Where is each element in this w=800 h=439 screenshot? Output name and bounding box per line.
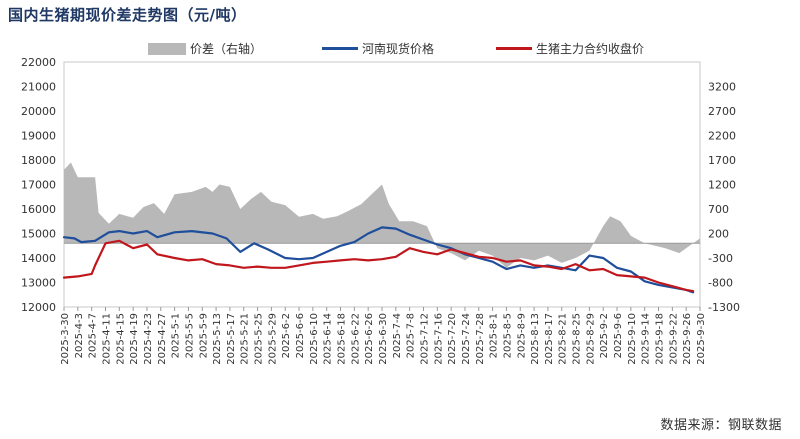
x-tick-label: 2025-9-26 xyxy=(682,313,693,365)
legend-label-futures: 生猪主力合约收盘价 xyxy=(536,42,645,56)
y-right-tick-label: -1300 xyxy=(708,301,740,314)
y-right-tick-label: 1700 xyxy=(708,154,736,167)
x-tick-label: 2025-6-2 xyxy=(281,313,292,358)
y-left-tick-label: 13000 xyxy=(21,277,56,290)
y-right-tick-label: 3200 xyxy=(708,81,736,94)
chart-title: 国内生猪期现价差走势图（元/吨） xyxy=(8,6,247,24)
x-tick-label: 2025-6-14 xyxy=(323,313,334,365)
x-tick-label: 2025-8-5 xyxy=(502,313,513,358)
legend-swatch-spread xyxy=(148,42,186,55)
x-tick-label: 2025-4-27 xyxy=(157,313,168,365)
x-tick-label: 2025-4-7 xyxy=(88,313,99,358)
x-tick-label: 2025-5-25 xyxy=(254,313,265,365)
y-left-tick-label: 21000 xyxy=(21,81,56,94)
spread-area xyxy=(64,162,700,268)
y-right-tick-label: 1200 xyxy=(708,179,736,192)
x-tick-label: 2025-9-14 xyxy=(641,313,652,365)
x-tick-label: 2025-3-30 xyxy=(60,313,71,365)
x-tick-label: 2025-6-10 xyxy=(309,313,320,365)
legend-item-futures: 生猪主力合约收盘价 xyxy=(496,40,644,57)
x-tick-label: 2025-5-17 xyxy=(226,313,237,365)
x-tick-label: 2025-5-13 xyxy=(212,313,223,365)
x-tick-label: 2025-7-8 xyxy=(406,313,417,358)
x-tick-label: 2025-8-25 xyxy=(572,313,583,365)
x-tick-label: 2025-4-23 xyxy=(143,313,154,365)
x-tick-label: 2025-8-9 xyxy=(516,313,527,358)
y-left-tick-label: 14000 xyxy=(21,252,56,265)
x-tick-label: 2025-4-15 xyxy=(115,313,126,365)
x-tick-label: 2025-5-5 xyxy=(184,313,195,358)
x-tick-label: 2025-9-30 xyxy=(696,313,707,365)
x-tick-label: 2025-5-9 xyxy=(198,313,209,358)
y-right-tick-label: 2700 xyxy=(708,105,736,118)
futures-line xyxy=(62,239,695,293)
x-tick-label: 2025-6-22 xyxy=(350,313,361,365)
x-tick-label: 2025-8-21 xyxy=(558,313,569,365)
x-tick-label: 2025-6-18 xyxy=(337,313,348,365)
y-right-tick-label: 2200 xyxy=(708,130,736,143)
legend-label-spot: 河南现货价格 xyxy=(362,42,435,56)
y-right-tick-label: -800 xyxy=(708,277,733,290)
x-tick-label: 2025-9-18 xyxy=(655,313,666,365)
x-tick-label: 2025-7-20 xyxy=(447,313,458,365)
x-tick-label: 2025-9-10 xyxy=(627,313,638,365)
x-tick-label: 2025-4-3 xyxy=(74,313,85,358)
x-tick-label: 2025-8-29 xyxy=(585,313,596,365)
x-tick-label: 2025-8-1 xyxy=(489,313,500,358)
x-tick-label: 2025-6-26 xyxy=(364,313,375,365)
x-tick-label: 2025-4-19 xyxy=(129,313,140,365)
y-left-tick-label: 19000 xyxy=(21,130,56,143)
y-right-tick-label: -300 xyxy=(708,252,733,265)
y-right-tick-label: 700 xyxy=(708,203,729,216)
legend-swatch-spot xyxy=(322,47,358,50)
data-source-note: 数据来源：钢联数据 xyxy=(660,418,782,433)
y-right-tick-label: 200 xyxy=(708,228,729,241)
legend-item-spot: 河南现货价格 xyxy=(322,40,434,57)
x-tick-label: 2025-5-1 xyxy=(171,313,182,358)
x-tick-label: 2025-7-24 xyxy=(461,313,472,365)
y-left-tick-label: 18000 xyxy=(21,154,56,167)
x-tick-label: 2025-4-11 xyxy=(101,313,112,365)
y-left-tick-label: 20000 xyxy=(21,105,56,118)
y-left-tick-label: 12000 xyxy=(21,301,56,314)
x-tick-label: 2025-7-16 xyxy=(433,313,444,365)
legend: 价差（右轴） 河南现货价格 生猪主力合约收盘价 xyxy=(148,40,800,56)
x-tick-label: 2025-5-29 xyxy=(267,313,278,365)
x-tick-label: 2025-9-2 xyxy=(599,313,610,358)
x-tick-label: 2025-9-22 xyxy=(668,313,679,365)
legend-item-spread: 价差（右轴） xyxy=(148,40,262,57)
spot-line xyxy=(62,226,695,294)
x-tick-label: 2025-6-6 xyxy=(295,313,306,358)
legend-swatch-futures xyxy=(496,47,532,50)
x-tick-label: 2025-7-12 xyxy=(419,313,430,365)
x-tick-label: 2025-6-30 xyxy=(378,313,389,365)
y-left-tick-label: 15000 xyxy=(21,228,56,241)
x-tick-label: 2025-7-4 xyxy=(392,313,403,358)
x-tick-label: 2025-8-17 xyxy=(544,313,555,365)
y-left-tick-label: 17000 xyxy=(21,179,56,192)
x-tick-label: 2025-5-21 xyxy=(240,313,251,365)
y-left-tick-label: 22000 xyxy=(21,56,56,69)
x-tick-label: 2025-8-13 xyxy=(530,313,541,365)
legend-label-spread: 价差（右轴） xyxy=(190,42,263,56)
x-tick-label: 2025-9-6 xyxy=(613,313,624,358)
y-left-tick-label: 16000 xyxy=(21,203,56,216)
x-tick-label: 2025-7-28 xyxy=(475,313,486,365)
